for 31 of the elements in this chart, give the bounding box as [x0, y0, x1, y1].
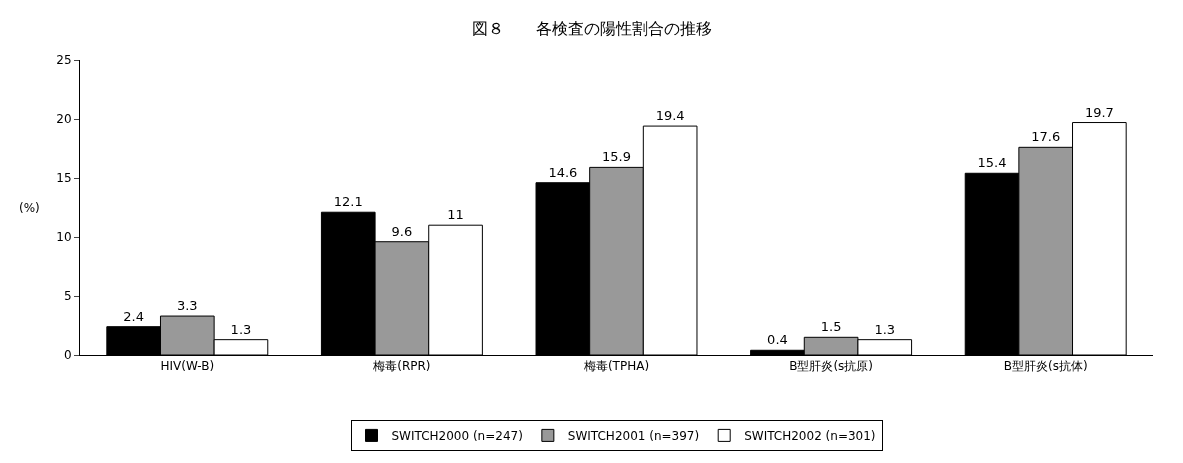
legend-label: SWITCH2000 (n=247)	[391, 429, 523, 444]
data-label: 19.4	[655, 108, 685, 124]
y-tick-label: 20	[56, 112, 72, 127]
chart-title: 図８ 各検査の陽性割合の推移	[471, 19, 712, 39]
y-tick-label: 5	[63, 289, 72, 304]
x-tick-label: 梅毒(RPR)	[372, 359, 431, 374]
data-label: 9.6	[391, 223, 413, 239]
data-label: 17.6	[1031, 129, 1061, 145]
data-label: 0.4	[767, 332, 788, 348]
data-label: 1.3	[230, 321, 252, 337]
y-tick-label: 0	[63, 348, 72, 363]
y-tick-label: 25	[56, 53, 72, 68]
legend-label: SWITCH2002 (n=301)	[744, 429, 876, 444]
data-label: 19.7	[1084, 104, 1114, 120]
y-tick-label: 10	[56, 230, 72, 245]
data-label: 15.9	[602, 149, 631, 165]
x-tick-label: 梅毒(TPHA)	[582, 359, 650, 374]
y-axis-title: (%)	[19, 201, 40, 215]
data-label: 2.4	[123, 308, 144, 324]
legend-label: SWITCH2001 (n=397)	[567, 429, 700, 444]
data-label: 14.6	[548, 164, 578, 180]
data-label: 12.1	[333, 194, 363, 210]
y-tick-label: 15	[56, 171, 72, 186]
data-label: 3.3	[176, 298, 198, 314]
data-label: 15.4	[977, 155, 1007, 171]
x-tick-label: HIV(W-B)	[160, 359, 215, 374]
data-label: 11	[447, 207, 464, 223]
x-tick-label: B型肝炎(s抗体)	[1003, 359, 1088, 374]
data-label: 1.3	[874, 321, 896, 337]
data-label: 1.5	[820, 319, 842, 335]
x-tick-label: B型肝炎(s抗原)	[789, 359, 874, 374]
